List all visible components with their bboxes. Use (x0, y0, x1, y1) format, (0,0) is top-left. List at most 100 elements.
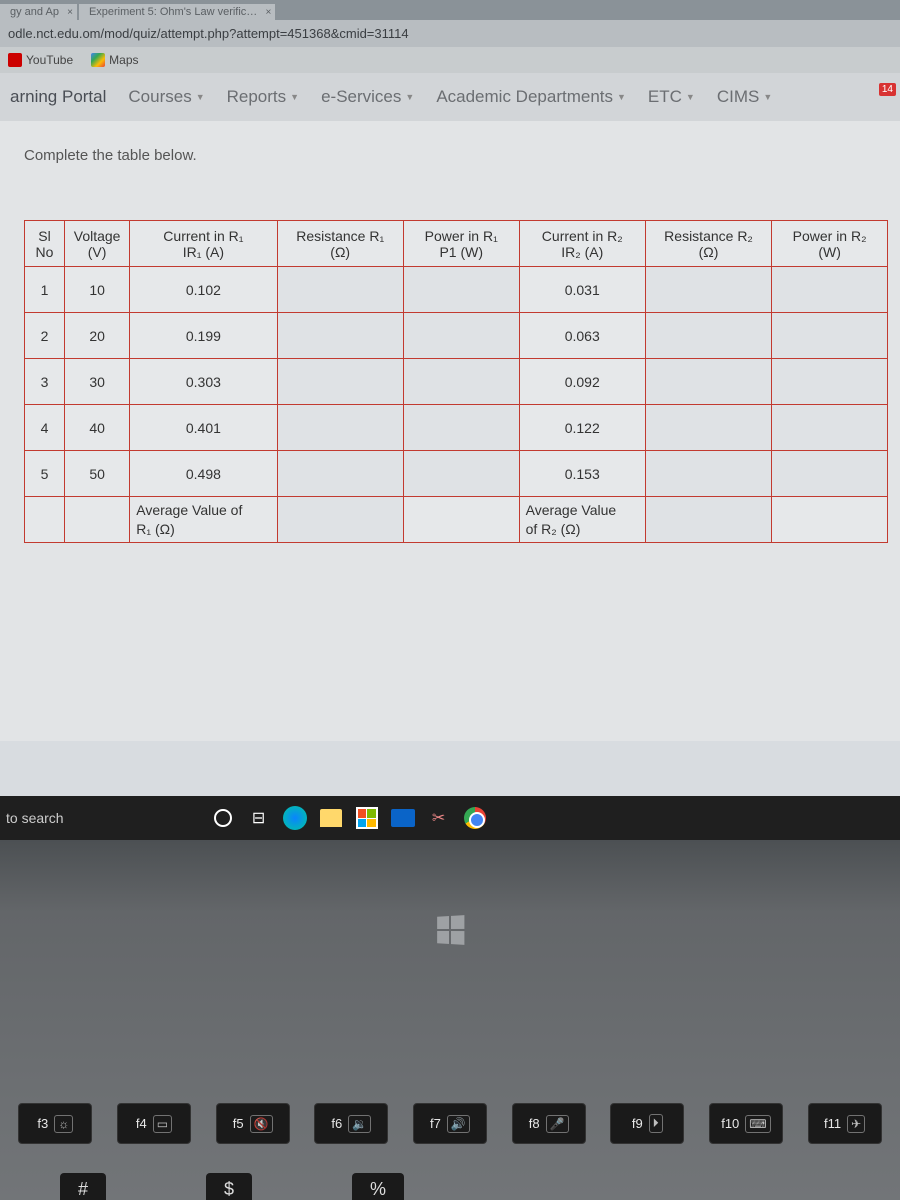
taskbar-search[interactable]: to search (6, 810, 64, 826)
address-bar[interactable]: odle.nct.edu.om/mod/quiz/attempt.php?att… (0, 20, 900, 47)
f7-key[interactable]: f7🔊 (413, 1103, 487, 1144)
store-icon[interactable] (352, 803, 382, 833)
cell-input[interactable] (403, 313, 519, 359)
cell-input[interactable] (403, 359, 519, 405)
cell-input[interactable] (277, 359, 403, 405)
cell-ir1: 0.102 (130, 267, 277, 313)
table-row: 3 30 0.303 0.092 (25, 359, 888, 405)
percent-key[interactable]: % (352, 1173, 404, 1200)
close-icon[interactable]: × (265, 7, 271, 18)
cell-ir2: 0.063 (519, 313, 645, 359)
cell-input[interactable] (403, 405, 519, 451)
cell-input[interactable] (772, 267, 888, 313)
nav-etc[interactable]: ETC▼ (648, 87, 695, 107)
bookmarks-bar: YouTube Maps (0, 47, 900, 73)
cell-input[interactable] (403, 267, 519, 313)
cell-sl: 2 (25, 313, 65, 359)
cell-input[interactable] (277, 451, 403, 497)
cell-sl: 5 (25, 451, 65, 497)
mic-icon: 🎤 (546, 1115, 569, 1133)
bookmark-maps[interactable]: Maps (91, 53, 138, 67)
mail-icon[interactable] (388, 803, 418, 833)
cell-ir1: 0.498 (130, 451, 277, 497)
cell-input[interactable] (645, 497, 771, 543)
cell-input[interactable] (772, 405, 888, 451)
chevron-down-icon: ▼ (196, 92, 205, 102)
f4-key[interactable]: f4▭ (117, 1103, 191, 1144)
keyboard-icon: ⌨ (745, 1115, 770, 1133)
nav-eservices[interactable]: e-Services▼ (321, 87, 414, 107)
table-row: 2 20 0.199 0.063 (25, 313, 888, 359)
explorer-icon[interactable] (316, 803, 346, 833)
cell-input[interactable] (645, 405, 771, 451)
f8-key[interactable]: f8🎤 (512, 1103, 586, 1144)
cell-sl: 3 (25, 359, 65, 405)
cell-input[interactable] (645, 313, 771, 359)
mute-icon: 🔇 (250, 1115, 273, 1133)
cell-input[interactable] (772, 313, 888, 359)
bookmark-label: YouTube (26, 53, 73, 67)
chevron-down-icon: ▼ (405, 92, 414, 102)
instruction-text: Complete the table below. (24, 147, 888, 164)
cell-input[interactable] (645, 359, 771, 405)
f5-key[interactable]: f5🔇 (216, 1103, 290, 1144)
chevron-down-icon: ▼ (290, 92, 299, 102)
f10-key[interactable]: f10⌨ (709, 1103, 783, 1144)
col-resistance-r1: Resistance R₁(Ω) (277, 221, 403, 267)
portal-navbar: arning Portal Courses▼ Reports▼ e-Servic… (0, 73, 900, 121)
f3-key[interactable]: f3☼ (18, 1103, 92, 1144)
url-text: odle.nct.edu.om/mod/quiz/attempt.php?att… (8, 26, 409, 41)
nav-courses[interactable]: Courses▼ (128, 87, 204, 107)
f11-key[interactable]: f11✈ (808, 1103, 882, 1144)
browser-tab[interactable]: gy and Ap × (0, 4, 77, 20)
cell-ir1: 0.303 (130, 359, 277, 405)
browser-tab[interactable]: Experiment 5: Ohm's Law verific… × (79, 4, 275, 20)
display-icon: ▭ (153, 1115, 172, 1133)
table-header-row: SlNo Voltage(V) Current in R₁IR₁ (A) Res… (25, 221, 888, 267)
maps-icon (91, 53, 105, 67)
nav-academic[interactable]: Academic Departments▼ (436, 87, 626, 107)
cell-voltage: 30 (64, 359, 129, 405)
cell-input[interactable] (772, 359, 888, 405)
browser-tabs: gy and Ap × Experiment 5: Ohm's Law veri… (0, 0, 900, 20)
cell-ir1: 0.199 (130, 313, 277, 359)
dollar-key[interactable]: $ (206, 1173, 252, 1200)
f6-key[interactable]: f6🔉 (314, 1103, 388, 1144)
chrome-icon[interactable] (460, 803, 490, 833)
cell-input[interactable] (277, 405, 403, 451)
quiz-content: Complete the table below. SlNo Voltage(V… (0, 121, 900, 741)
cell-input[interactable] (277, 267, 403, 313)
table-row: 4 40 0.401 0.122 (25, 405, 888, 451)
f9-key[interactable]: f9⏵ (610, 1103, 684, 1144)
notification-badge[interactable]: 14 (879, 83, 896, 96)
portal-title: arning Portal (10, 87, 106, 107)
airplane-icon: ✈ (847, 1115, 865, 1133)
taskview-icon[interactable]: ⊟ (244, 803, 274, 833)
function-keys-row: f3☼ f4▭ f5🔇 f6🔉 f7🔊 f8🎤 f9⏵ f10⌨ f11✈ (0, 1103, 900, 1144)
number-keys-row: # $ % (60, 1173, 404, 1200)
cell-input[interactable] (645, 267, 771, 313)
windows-taskbar: to search ⊟ ✂ (0, 796, 900, 840)
edge-icon[interactable] (280, 803, 310, 833)
cell-input[interactable] (403, 451, 519, 497)
cell-voltage: 40 (64, 405, 129, 451)
youtube-icon (8, 53, 22, 67)
lock-icon: ⏵ (649, 1114, 663, 1133)
nav-cims[interactable]: CIMS▼ (717, 87, 772, 107)
tab-label: gy and Ap (10, 6, 59, 18)
hash-key[interactable]: # (60, 1173, 106, 1200)
cell-input[interactable] (645, 451, 771, 497)
chevron-down-icon: ▼ (763, 92, 772, 102)
nav-reports[interactable]: Reports▼ (227, 87, 299, 107)
snip-icon[interactable]: ✂ (424, 803, 454, 833)
close-icon[interactable]: × (67, 7, 73, 18)
cell-input[interactable] (772, 451, 888, 497)
data-table: SlNo Voltage(V) Current in R₁IR₁ (A) Res… (24, 220, 888, 543)
cell-input[interactable] (277, 497, 403, 543)
cell-input[interactable] (277, 313, 403, 359)
cortana-icon[interactable] (208, 803, 238, 833)
col-sl: SlNo (25, 221, 65, 267)
bookmark-youtube[interactable]: YouTube (8, 53, 73, 67)
cell-ir2: 0.122 (519, 405, 645, 451)
cell-sl: 1 (25, 267, 65, 313)
